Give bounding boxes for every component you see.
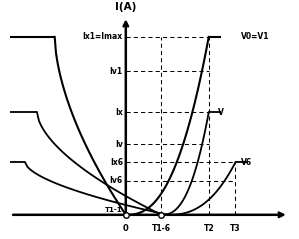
- Text: V0=V1: V0=V1: [241, 33, 270, 41]
- Text: V6: V6: [241, 158, 252, 167]
- Text: Ix1=Imax: Ix1=Imax: [83, 33, 123, 41]
- Text: 0: 0: [123, 224, 129, 233]
- Text: T3: T3: [230, 224, 241, 233]
- Text: Ix6: Ix6: [110, 158, 123, 167]
- Text: Iv: Iv: [115, 140, 123, 149]
- Text: T1-6: T1-6: [152, 224, 171, 233]
- Text: T2: T2: [203, 224, 214, 233]
- Text: Iv6: Iv6: [110, 176, 123, 185]
- Text: Ix: Ix: [115, 108, 123, 117]
- Text: Iv1: Iv1: [110, 67, 123, 76]
- Text: I(A): I(A): [115, 2, 136, 12]
- Text: V: V: [218, 108, 224, 117]
- Text: T1-1: T1-1: [105, 206, 123, 212]
